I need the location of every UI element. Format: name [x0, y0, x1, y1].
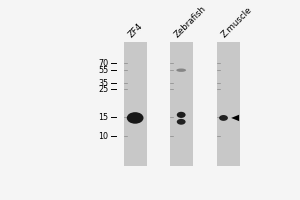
Ellipse shape [177, 112, 186, 118]
Text: 15: 15 [98, 113, 108, 122]
Text: 70: 70 [98, 59, 108, 68]
Text: Zebrafish: Zebrafish [173, 4, 208, 39]
Text: 55: 55 [98, 66, 108, 75]
Ellipse shape [176, 69, 186, 72]
Text: 25: 25 [98, 85, 108, 94]
Bar [170, 42, 193, 166]
Bar [124, 42, 147, 166]
Text: 10: 10 [98, 132, 108, 141]
Bar [217, 42, 240, 166]
Text: Z.muscle: Z.muscle [220, 5, 254, 39]
Ellipse shape [219, 115, 228, 121]
Text: ZF4: ZF4 [127, 21, 144, 39]
Ellipse shape [177, 119, 186, 125]
Polygon shape [231, 115, 239, 121]
Ellipse shape [127, 112, 143, 124]
Text: 35: 35 [98, 79, 108, 88]
